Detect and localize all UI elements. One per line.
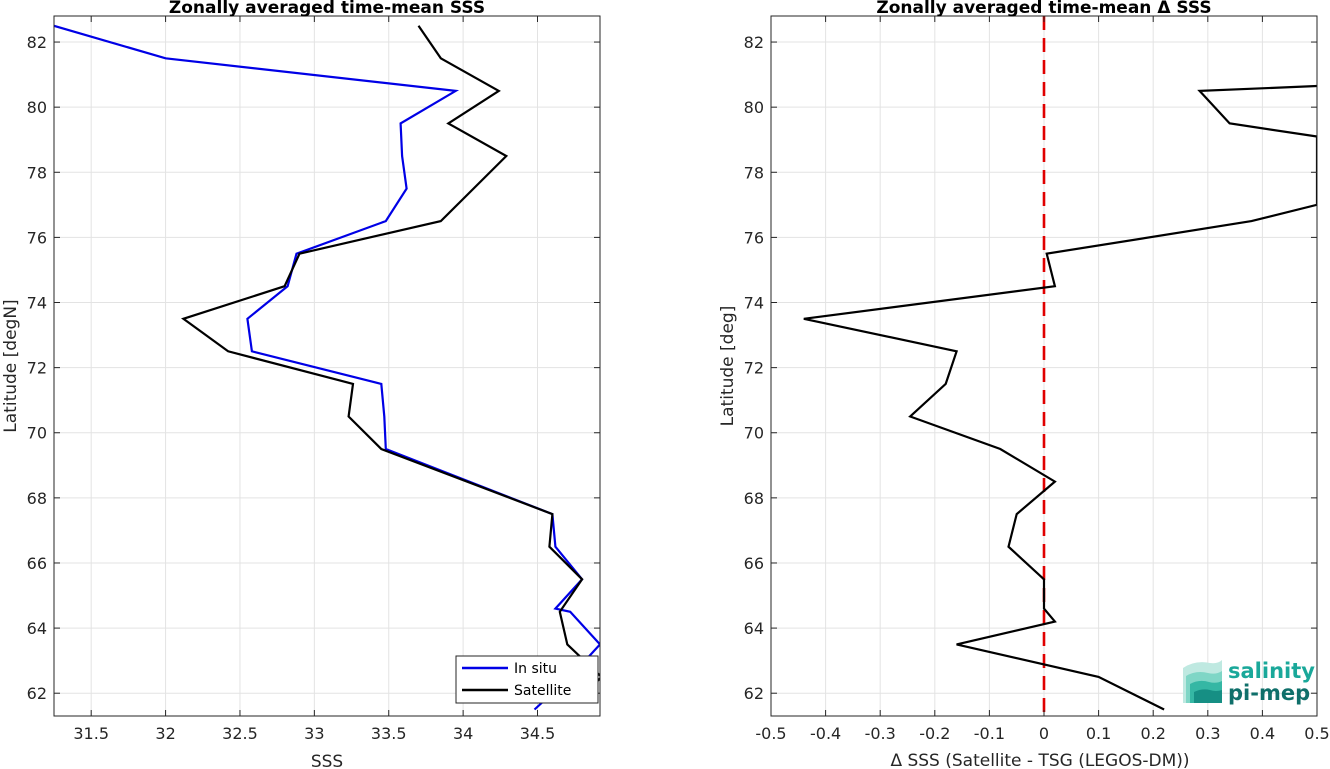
left-x-tick-label: 31.5 bbox=[73, 724, 109, 743]
right-x-tick-label: -0.3 bbox=[865, 724, 896, 743]
right-x-tick-label: -0.4 bbox=[810, 724, 841, 743]
left-series-group bbox=[54, 24, 600, 711]
left-x-tick-label: 33.5 bbox=[371, 724, 407, 743]
left-y-tick-label: 68 bbox=[27, 489, 47, 508]
left-series-line-in-situ bbox=[54, 24, 600, 711]
left-y-tick-label: 72 bbox=[27, 359, 47, 378]
right-y-tick-label: 70 bbox=[744, 424, 764, 443]
right-x-axis-label: Δ SSS (Satellite - TSG (LEGOS-DM)) bbox=[890, 751, 1189, 769]
legend-label-satellite: Satellite bbox=[514, 683, 571, 699]
left-plot-area bbox=[54, 16, 600, 716]
right-y-axis-label: Latitude [deg] bbox=[718, 306, 738, 427]
right-x-tick-label: 0.3 bbox=[1195, 724, 1220, 743]
right-y-tick-label: 62 bbox=[744, 684, 764, 703]
right-chart-title: Zonally averaged time-mean Δ SSS bbox=[876, 0, 1211, 18]
logo-text-line1: salinity bbox=[1228, 659, 1315, 683]
left-x-tick-label: 34.5 bbox=[520, 724, 556, 743]
left-x-tick-label: 33 bbox=[304, 724, 324, 743]
right-panel: -0.5 -0.4 -0.3 -0.2 -0.1 0 0.1 0.2 0.3 0.4 0.5 62 64… bbox=[718, 0, 1330, 769]
left-y-tick-label: 78 bbox=[27, 163, 47, 182]
right-y-tick-label: 74 bbox=[744, 294, 764, 313]
left-panel: 31.5 32 32.5 33 33.5 34 34.5 62 64 66 68 70 72 74 76 78… bbox=[1, 0, 601, 769]
left-chart-title: Zonally averaged time-mean SSS bbox=[169, 0, 485, 18]
right-y-tick-label: 66 bbox=[744, 554, 764, 573]
left-x-tick-label: 32 bbox=[155, 724, 175, 743]
left-x-axis-label: SSS bbox=[311, 752, 343, 769]
right-grid bbox=[770, 16, 1318, 716]
left-y-tick-label: 76 bbox=[27, 228, 47, 247]
right-x-tick-label: 0.5 bbox=[1304, 724, 1329, 743]
right-y-tick-label: 76 bbox=[744, 228, 764, 247]
right-x-tick-label: 0 bbox=[1039, 724, 1049, 743]
salinity-pi-mep-logo: salinity pi-mep bbox=[1183, 659, 1315, 705]
left-y-tick-label: 62 bbox=[27, 684, 47, 703]
left-y-tick-label: 64 bbox=[27, 619, 47, 638]
logo-text-line2: pi-mep bbox=[1228, 681, 1310, 705]
right-y-tick-label: 82 bbox=[744, 33, 764, 52]
legend: In situ Satellite bbox=[455, 655, 599, 704]
right-series-group bbox=[803, 16, 1317, 716]
legend-box bbox=[455, 655, 599, 704]
right-x-tick-label: -0.2 bbox=[919, 724, 950, 743]
right-y-tick-label: 72 bbox=[744, 359, 764, 378]
legend-label-in-situ: In situ bbox=[514, 661, 557, 677]
wave-logo-icon bbox=[1183, 660, 1222, 703]
right-x-tick-label: 0.2 bbox=[1140, 724, 1165, 743]
right-x-tick-label: -0.5 bbox=[755, 724, 786, 743]
left-x-tick-label: 34 bbox=[453, 724, 473, 743]
left-y-tick-label: 70 bbox=[27, 424, 47, 443]
left-y-tick-label: 66 bbox=[27, 554, 47, 573]
left-y-tick-label: 82 bbox=[27, 33, 47, 52]
right-series-line-delta-sss bbox=[803, 84, 1317, 711]
right-y-tick-label: 64 bbox=[744, 619, 764, 638]
left-ticks: 31.5 32 32.5 33 33.5 34 34.5 62 64 66 68 70 72 74 76 78… bbox=[27, 16, 600, 743]
right-x-tick-label: 0.4 bbox=[1250, 724, 1275, 743]
left-x-tick-label: 32.5 bbox=[222, 724, 258, 743]
left-y-tick-label: 80 bbox=[27, 98, 47, 117]
right-x-tick-label: -0.1 bbox=[974, 724, 1005, 743]
right-y-tick-label: 68 bbox=[744, 489, 764, 508]
right-x-tick-label: 0.1 bbox=[1086, 724, 1111, 743]
right-y-tick-label: 80 bbox=[744, 98, 764, 117]
right-y-tick-label: 78 bbox=[744, 163, 764, 182]
left-series-line-satellite bbox=[181, 25, 600, 701]
right-ticks: -0.5 -0.4 -0.3 -0.2 -0.1 0 0.1 0.2 0.3 0.4 0.5 62 64… bbox=[744, 16, 1330, 743]
left-y-axis-label: Latitude [degN] bbox=[1, 299, 21, 432]
left-axes-box bbox=[53, 15, 601, 717]
left-y-tick-label: 74 bbox=[27, 294, 47, 313]
